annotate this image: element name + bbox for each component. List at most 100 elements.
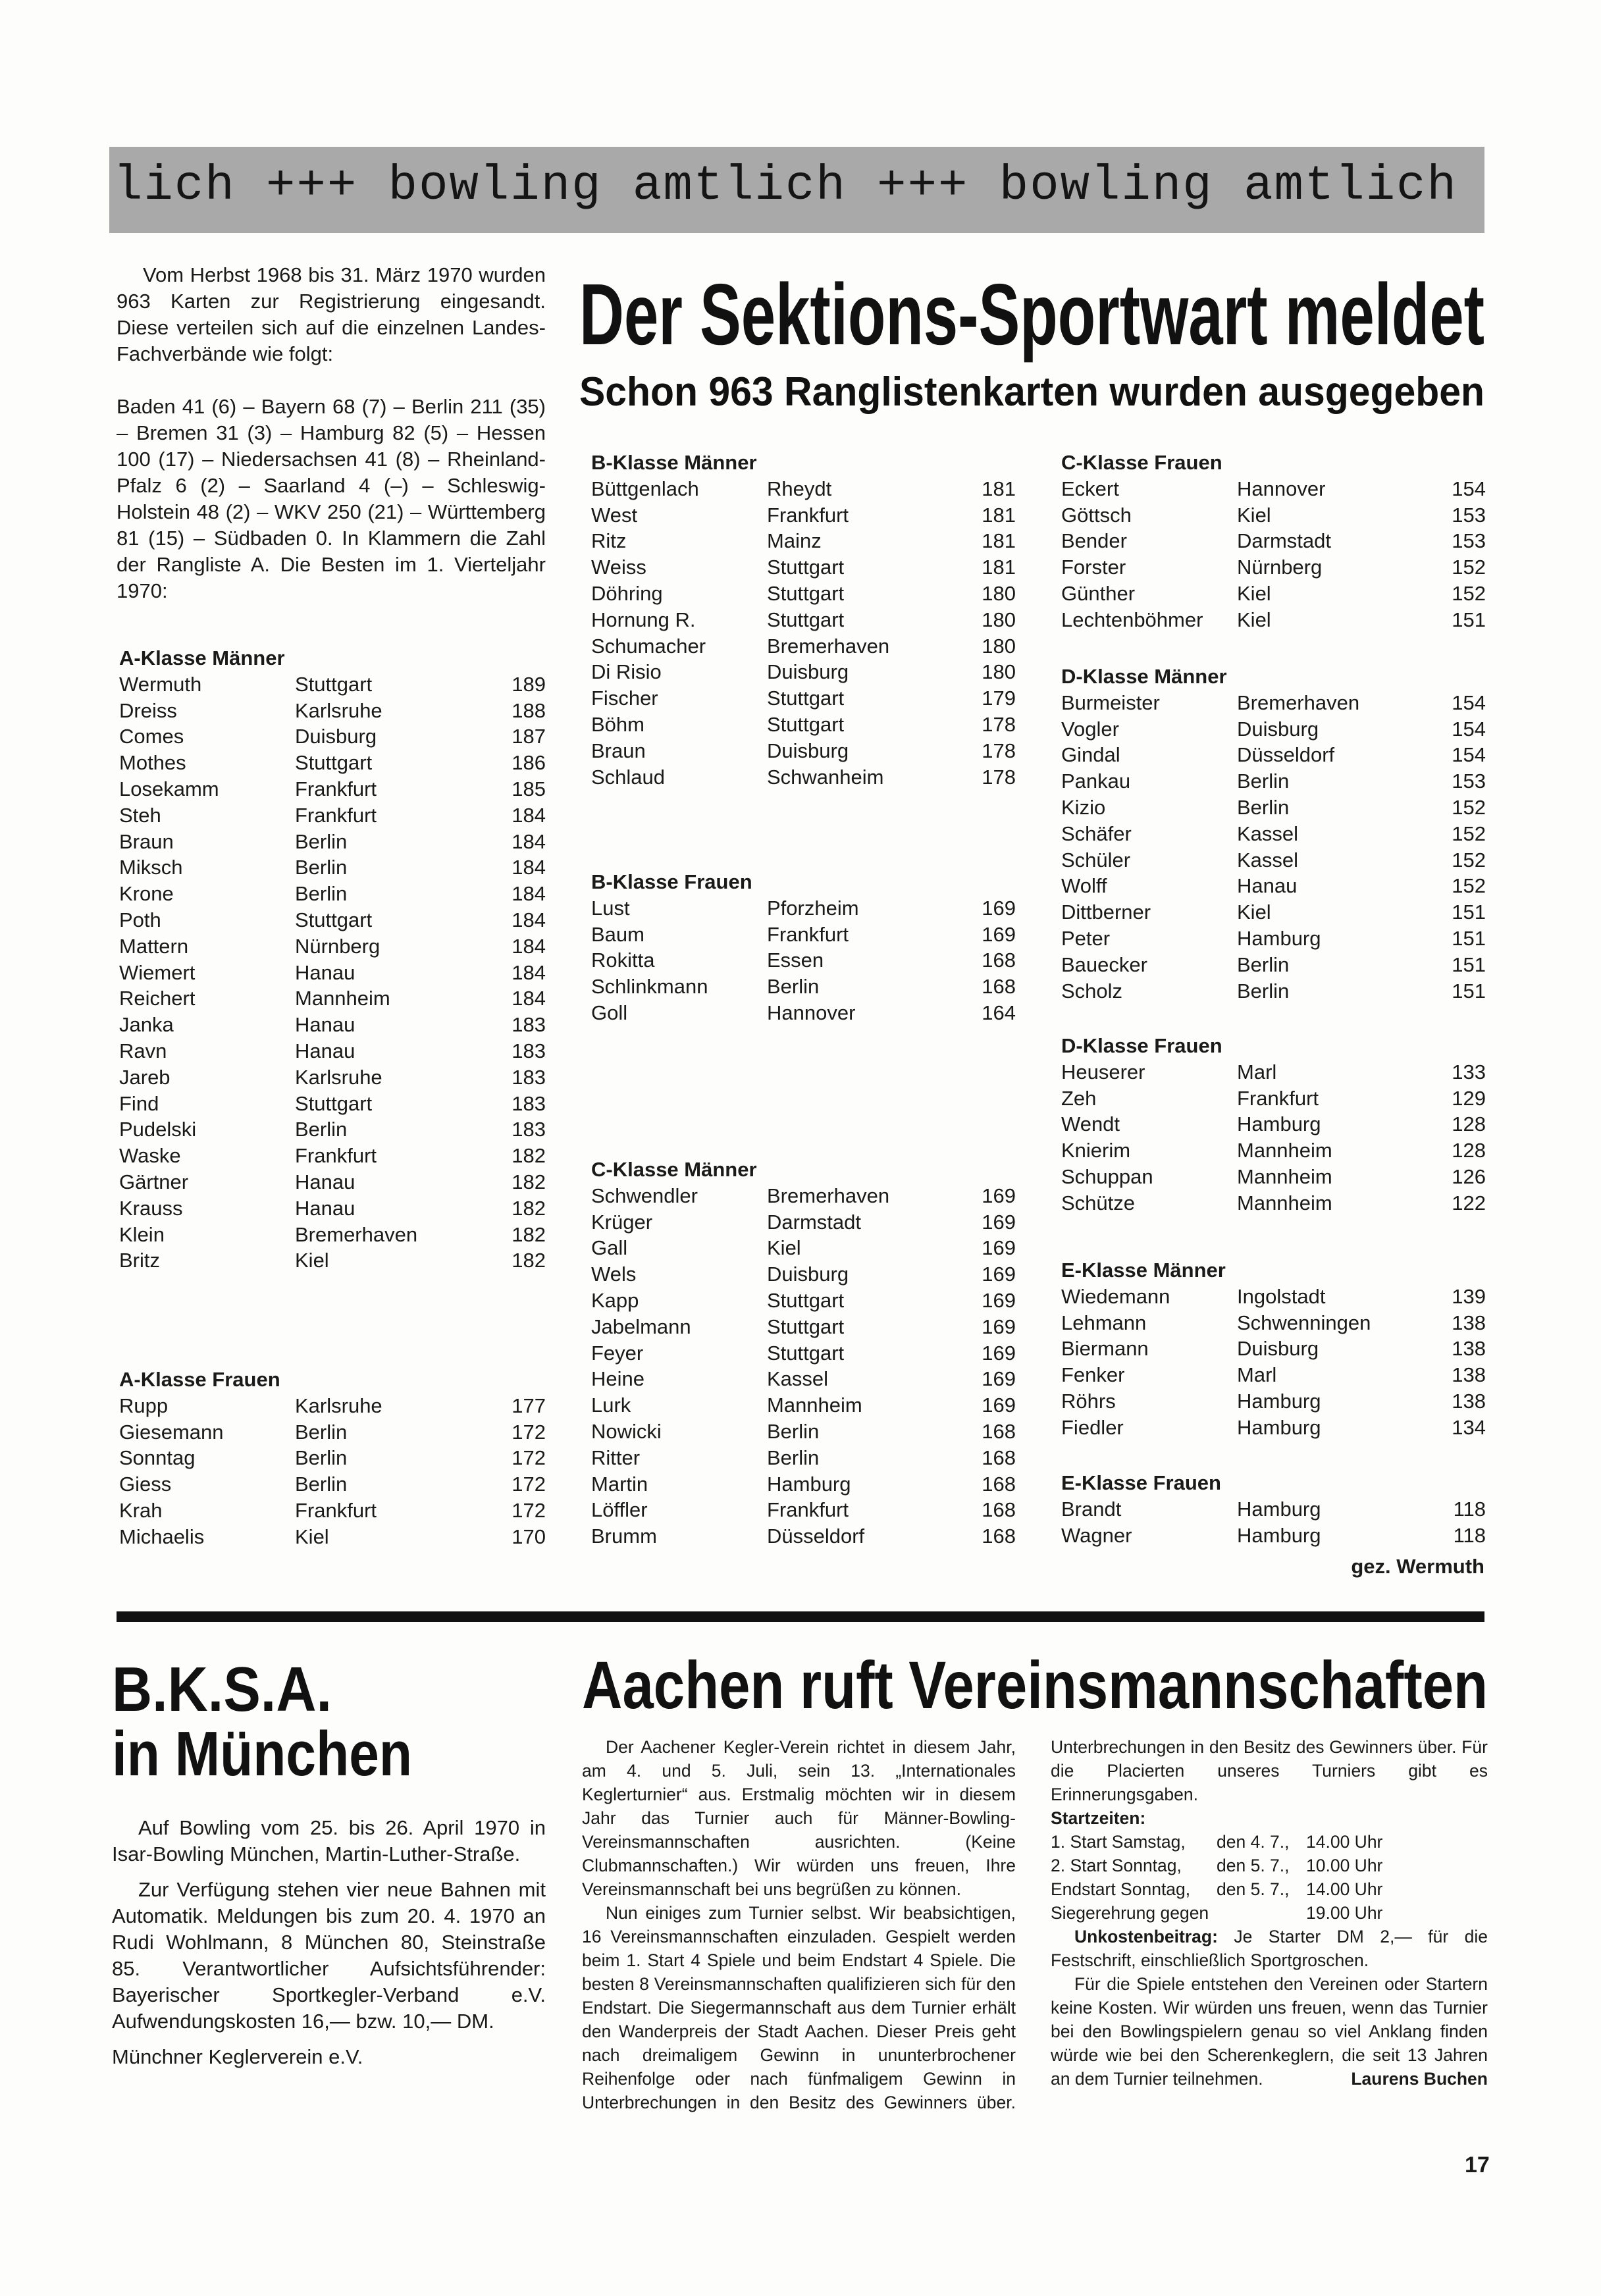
player-city: Hanau bbox=[295, 1196, 355, 1220]
bksa-signature: Münchner Keglerverein e.V. bbox=[112, 2045, 363, 2068]
player-name: Comes bbox=[119, 725, 184, 748]
player-score: 182 bbox=[512, 1144, 546, 1168]
table-row: Reichert Mannheim 184 bbox=[119, 985, 546, 1012]
player-score: 169 bbox=[982, 1394, 1016, 1417]
player-name: Büttgenlach bbox=[591, 477, 699, 500]
player-city: Düsseldorf bbox=[1237, 743, 1335, 767]
table-row: Comes Duisburg 187 bbox=[119, 723, 546, 750]
player-score: 154 bbox=[1452, 691, 1486, 714]
player-score: 185 bbox=[512, 777, 546, 800]
table-row: Giess Berlin 172 bbox=[119, 1471, 546, 1498]
table-row: Krone Berlin 184 bbox=[119, 881, 546, 907]
player-name: Wiemert bbox=[119, 960, 196, 984]
player-city: Berlin bbox=[295, 1446, 348, 1470]
player-name: Mothes bbox=[119, 751, 186, 775]
player-city: Kiel bbox=[1237, 503, 1271, 527]
player-name: Wendt bbox=[1061, 1112, 1120, 1136]
table-row: Forster Nürnberg 152 bbox=[1061, 554, 1486, 581]
player-city: Duisburg bbox=[1237, 717, 1319, 741]
player-score: 152 bbox=[1452, 581, 1486, 605]
table-row: Martin Hamburg 168 bbox=[591, 1471, 1016, 1498]
player-score: 184 bbox=[512, 934, 546, 958]
player-city: Darmstadt bbox=[1237, 529, 1331, 553]
ranking-section: C-Klasse Frauen Eckert Hannover 154 Göttsch K… bbox=[1061, 450, 1486, 633]
player-city: Mannheim bbox=[295, 987, 390, 1010]
player-score: 151 bbox=[1452, 926, 1486, 950]
player-city: Hannover bbox=[1237, 477, 1326, 500]
player-score: 168 bbox=[982, 949, 1016, 972]
player-score: 134 bbox=[1452, 1415, 1486, 1439]
player-score: 151 bbox=[1452, 979, 1486, 1003]
player-name: Lehmann bbox=[1061, 1311, 1147, 1334]
player-city: Stuttgart bbox=[767, 1341, 845, 1365]
player-name: Ravn bbox=[119, 1039, 167, 1062]
player-name: Wels bbox=[591, 1263, 637, 1286]
player-score: 128 bbox=[1452, 1112, 1486, 1136]
table-row: Weiss Stuttgart 181 bbox=[591, 554, 1016, 581]
player-name: Löffler bbox=[591, 1498, 648, 1522]
table-row: Schuppan Mannheim 126 bbox=[1061, 1164, 1486, 1190]
player-name: Bender bbox=[1061, 529, 1127, 553]
player-score: 169 bbox=[982, 922, 1016, 946]
section-title: E-Klasse Männer bbox=[1061, 1259, 1226, 1282]
player-name: Krüger bbox=[591, 1210, 653, 1234]
player-score: 138 bbox=[1452, 1311, 1486, 1334]
player-name: Martin bbox=[591, 1472, 648, 1496]
main-headline: Der Sektions-Sportwart meldet bbox=[579, 266, 1484, 363]
player-city: Berlin bbox=[1237, 979, 1290, 1003]
divider bbox=[117, 1611, 1484, 1622]
intro-paragraph: Vom Herbst 1968 bis 31. März 1970 wurden… bbox=[117, 263, 546, 365]
table-row: Goll Hannover 164 bbox=[591, 1000, 1016, 1026]
ranking-section: D-Klasse Frauen Heuserer Marl 133 Zeh Frankfu… bbox=[1061, 1033, 1486, 1216]
bksa-paragraph: Zur Verfügung stehen vier neue Bahnen mi… bbox=[112, 1878, 546, 2033]
player-name: Lechtenböhmer bbox=[1061, 608, 1203, 631]
player-name: Rupp bbox=[119, 1394, 169, 1417]
player-score: 172 bbox=[512, 1498, 546, 1522]
aachen-paragraph-continued: Unterbrechungen in den Besitz des Gewinn… bbox=[1051, 1737, 1488, 1804]
player-score: 170 bbox=[512, 1525, 546, 1548]
player-score: 169 bbox=[982, 1315, 1016, 1338]
player-score: 184 bbox=[512, 856, 546, 879]
table-row: Nowicki Berlin 168 bbox=[591, 1419, 1016, 1445]
player-name: Losekamm bbox=[119, 777, 219, 800]
player-name: Sonntag bbox=[119, 1446, 196, 1470]
player-name: Forster bbox=[1061, 556, 1126, 579]
player-name: Döhring bbox=[591, 581, 663, 605]
table-row: Jabelmann Stuttgart 169 bbox=[591, 1314, 1016, 1340]
player-name: Fischer bbox=[591, 687, 658, 710]
player-score: 178 bbox=[982, 739, 1016, 762]
aachen-paragraph: Der Aachener Kegler-Verein richtet in di… bbox=[582, 1737, 1016, 1899]
table-row: Braun Berlin 184 bbox=[119, 829, 546, 855]
player-score: 154 bbox=[1452, 477, 1486, 500]
table-row: Giesemann Berlin 172 bbox=[119, 1419, 546, 1446]
main-subheadline: Schon 963 Ranglistenkarten wurden ausgeg… bbox=[579, 369, 1484, 415]
unkosten-paragraph: Unkostenbeitrag: Je Starter DM 2,— für d… bbox=[1051, 1927, 1488, 1970]
player-name: Reichert bbox=[119, 987, 196, 1010]
table-row: Günther Kiel 152 bbox=[1061, 581, 1486, 607]
table-row: Lehmann Schwenningen 138 bbox=[1061, 1310, 1486, 1336]
player-score: 178 bbox=[982, 712, 1016, 736]
player-city: Kiel bbox=[1237, 608, 1271, 631]
player-city: Hanau bbox=[295, 1039, 355, 1062]
distribution-paragraph: Baden 41 (6) – Bayern 68 (7) – Berlin 21… bbox=[117, 395, 546, 602]
table-row: Zeh Frankfurt 129 bbox=[1061, 1085, 1486, 1112]
player-city: Frankfurt bbox=[767, 1498, 849, 1522]
bksa-body: Auf Bowling vom 25. bis 26. April 1970 i… bbox=[112, 1815, 546, 2079]
player-name: Wolff bbox=[1061, 874, 1107, 898]
player-name: Dreiss bbox=[119, 698, 177, 722]
player-score: 138 bbox=[1452, 1363, 1486, 1387]
table-row: Schlinkmann Berlin 168 bbox=[591, 974, 1016, 1000]
section-title: A-Klasse Frauen bbox=[119, 1368, 280, 1391]
startzeiten-label: Startzeiten: bbox=[1051, 1808, 1146, 1828]
player-score: 172 bbox=[512, 1446, 546, 1470]
player-score: 126 bbox=[1452, 1164, 1486, 1188]
table-row: Di Risio Duisburg 180 bbox=[591, 659, 1016, 685]
page-number: 17 bbox=[1465, 2152, 1490, 2178]
player-city: Marl bbox=[1237, 1060, 1277, 1083]
player-name: Brumm bbox=[591, 1525, 657, 1548]
section-title: C-Klasse Frauen bbox=[1061, 451, 1222, 474]
table-row: Schlaud Schwanheim 178 bbox=[591, 764, 1016, 791]
player-city: Bremerhaven bbox=[295, 1222, 418, 1246]
player-score: 182 bbox=[512, 1249, 546, 1272]
player-score: 182 bbox=[512, 1222, 546, 1246]
